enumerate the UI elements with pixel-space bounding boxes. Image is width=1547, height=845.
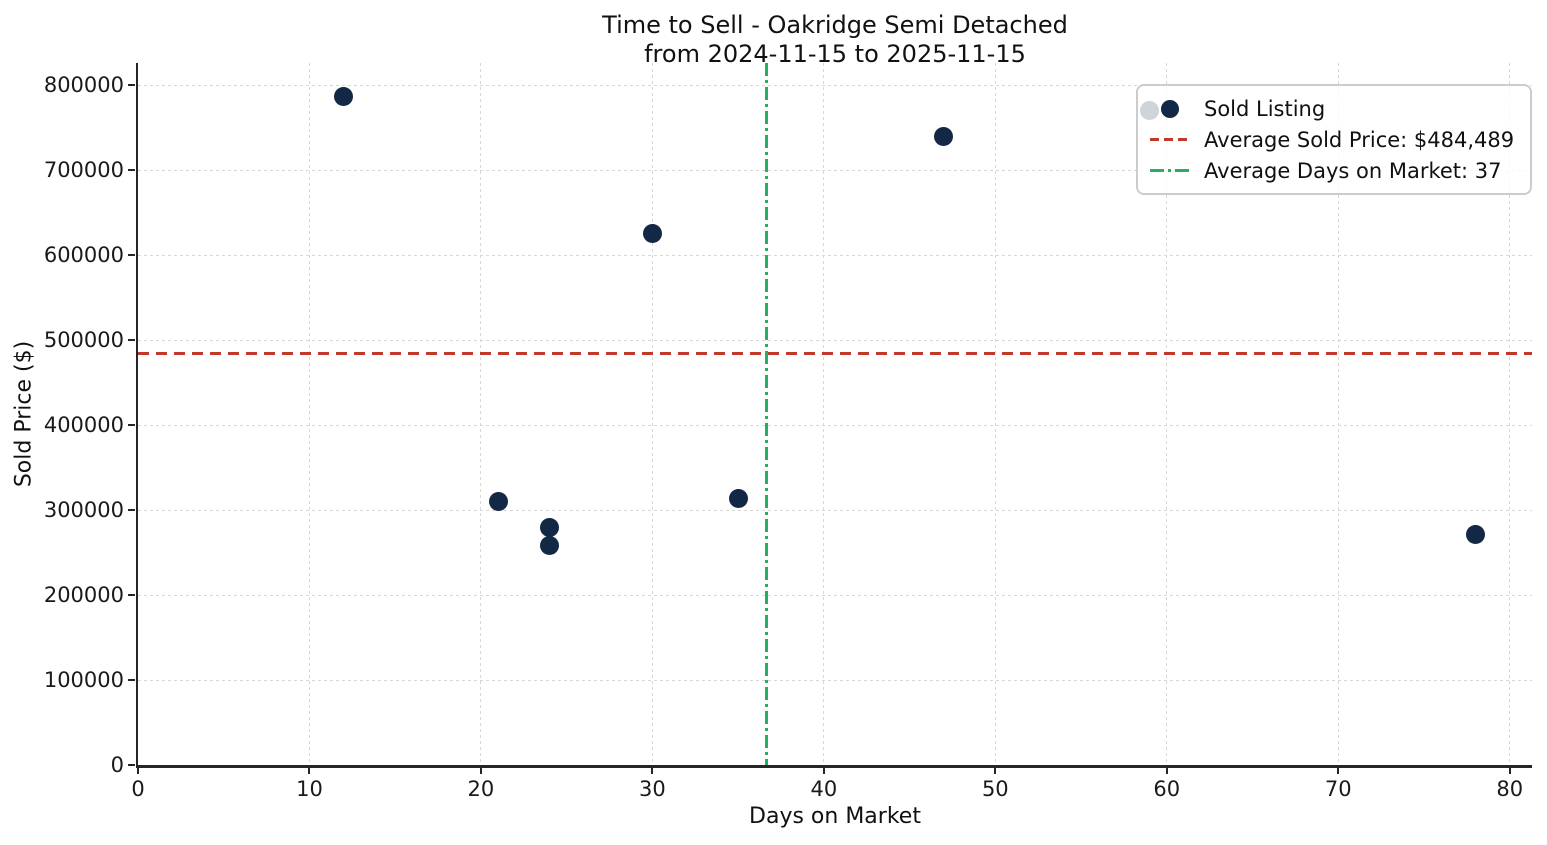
x-tick-40 [822, 767, 825, 774]
gridline-y-700000 [138, 169, 1532, 171]
y-tick-label-500000: 500000 [43, 328, 124, 353]
x-axis-spine [135, 765, 1532, 768]
x-tick-label-30: 30 [639, 777, 666, 801]
y-tick-label-200000: 200000 [43, 583, 124, 608]
y-tick-label-600000: 600000 [43, 243, 124, 268]
legend-row-avg-days: Average Days on Market: 37 [1150, 156, 1514, 185]
red-dashed-line-icon [1150, 138, 1190, 141]
y-tick-label-700000: 700000 [43, 158, 124, 183]
x-tick-label-0: 0 [131, 777, 145, 801]
y-tick-label-800000: 800000 [43, 73, 124, 98]
y-tick-100000 [128, 679, 135, 681]
x-tick-label-10: 10 [296, 777, 323, 801]
x-axis-label: Days on Market [749, 804, 921, 829]
y-axis-spine [135, 63, 138, 768]
legend: Sold Listing Average Sold Price: $484,48… [1136, 84, 1533, 195]
x-tick-label-50: 50 [981, 777, 1009, 801]
legend-marker-avg-price [1150, 138, 1190, 141]
x-tick-label-80: 80 [1496, 777, 1524, 801]
gridline-y-400000 [138, 424, 1532, 426]
y-tick-700000 [128, 169, 135, 172]
x-tick-label-60: 60 [1153, 777, 1181, 801]
average-days-on-market-line [765, 63, 769, 765]
data-point-3 [540, 536, 559, 556]
x-tick-label-20: 20 [467, 777, 495, 801]
gridline-x-80 [1509, 63, 1511, 765]
x-tick-0 [137, 767, 139, 774]
data-point-4 [642, 224, 662, 244]
data-point-6 [934, 126, 954, 146]
gridline-x-40 [823, 63, 825, 765]
y-tick-500000 [128, 339, 135, 342]
gridline-x-50 [994, 63, 996, 765]
gridline-x-60 [1166, 63, 1168, 765]
x-tick-60 [1165, 767, 1168, 774]
x-tick-label-40: 40 [810, 777, 838, 801]
y-tick-label-100000: 100000 [43, 668, 124, 692]
legend-label-sold-listing: Sold Listing [1204, 96, 1326, 121]
gridline-y-100000 [138, 679, 1532, 681]
legend-row-sold-listing: Sold Listing [1150, 94, 1514, 123]
data-point-0 [334, 87, 354, 107]
y-tick-label-300000: 300000 [43, 498, 124, 523]
data-point-1 [488, 492, 508, 512]
legend-label-avg-price: Average Sold Price: $484,489 [1204, 127, 1515, 152]
green-dashdot-line-icon [1150, 169, 1190, 172]
gridline-y-800000 [138, 84, 1532, 86]
gridline-y-600000 [138, 254, 1532, 256]
gridline-y-300000 [138, 509, 1532, 511]
y-tick-300000 [128, 509, 135, 512]
gridline-y-500000 [138, 339, 1532, 341]
data-point-8 [1465, 525, 1485, 545]
x-tick-10 [308, 767, 311, 774]
y-tick-0 [128, 764, 135, 766]
gridline-x-70 [1337, 63, 1339, 765]
chart-subtitle: from 2024-11-15 to 2025-11-15 [644, 40, 1026, 68]
gridline-x-30 [651, 63, 653, 765]
x-tick-20 [479, 767, 482, 774]
legend-row-avg-price: Average Sold Price: $484,489 [1150, 125, 1514, 154]
data-point-5 [728, 489, 748, 509]
legend-marker-avg-days [1150, 169, 1190, 172]
gridline-x-10 [308, 63, 310, 765]
y-tick-label-0: 0 [110, 753, 124, 777]
data-point-2 [540, 517, 559, 537]
y-tick-label-400000: 400000 [43, 413, 124, 438]
y-tick-800000 [128, 84, 135, 87]
x-tick-70 [1337, 767, 1340, 774]
gridline-x-20 [480, 63, 482, 765]
chart-title: Time to Sell - Oakridge Semi Detached [602, 11, 1068, 39]
x-tick-label-70: 70 [1324, 777, 1352, 801]
y-tick-400000 [128, 424, 135, 427]
y-tick-600000 [128, 254, 135, 257]
y-tick-200000 [128, 594, 135, 597]
x-tick-50 [994, 767, 997, 774]
gridline-y-200000 [138, 594, 1532, 596]
legend-label-avg-days: Average Days on Market: 37 [1204, 158, 1502, 183]
scatter-dot-icon [1161, 99, 1179, 118]
x-tick-30 [651, 767, 654, 774]
legend-marker-sold-listing [1150, 99, 1190, 118]
x-tick-80 [1508, 767, 1511, 774]
average-sold-price-line [138, 351, 1532, 355]
